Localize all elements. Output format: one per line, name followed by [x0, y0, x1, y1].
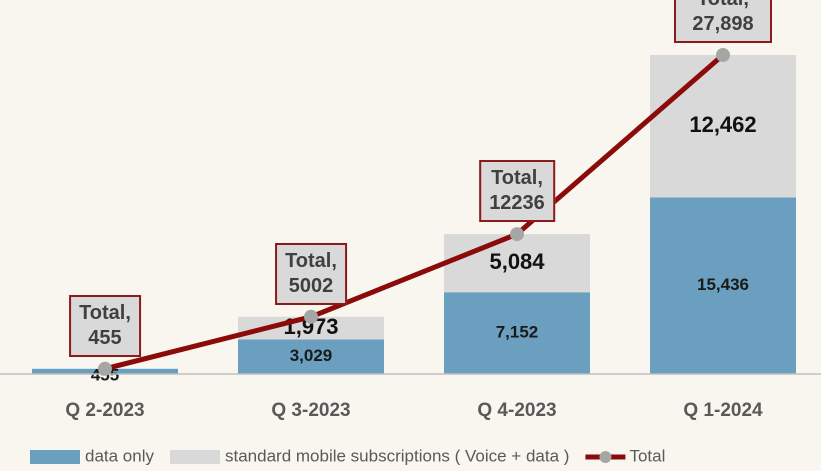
data-label: 15,436 — [697, 275, 749, 294]
legend-label: Total — [629, 446, 665, 465]
total-label: Total, 455 — [69, 294, 141, 357]
bar-segment — [650, 55, 796, 198]
legend-label: standard mobile subscriptions ( Voice + … — [225, 446, 569, 465]
line — [104, 53, 725, 372]
legend-swatch — [170, 450, 220, 464]
x-tick-label: Q 4-2023 — [477, 400, 556, 421]
x-tick-label: Q 2-2023 — [65, 400, 144, 421]
bar-segment — [650, 197, 796, 374]
data-label: 7,152 — [496, 323, 539, 342]
x-tick-label: Q 1-2024 — [683, 400, 763, 421]
bar-segment — [238, 339, 384, 374]
line-marker — [98, 361, 112, 376]
data-label: 3,029 — [290, 346, 333, 365]
legend-swatch — [599, 451, 612, 463]
data-label: 12,462 — [689, 112, 756, 137]
total-label: Total, 12236 — [479, 160, 555, 223]
legend-swatch — [30, 450, 80, 464]
data-label: 5,084 — [489, 249, 545, 274]
x-tick-label: Q 3-2023 — [271, 400, 350, 421]
line-marker — [716, 48, 730, 63]
legend-label: data only — [85, 446, 154, 465]
bar-segment — [444, 234, 590, 293]
bar-segment — [238, 316, 384, 340]
total-label: Total, 5002 — [275, 242, 347, 305]
total-label: Total, 27,898 — [674, 0, 772, 44]
bar-segment — [444, 292, 590, 374]
line-marker — [510, 227, 524, 242]
line-marker — [304, 309, 318, 324]
